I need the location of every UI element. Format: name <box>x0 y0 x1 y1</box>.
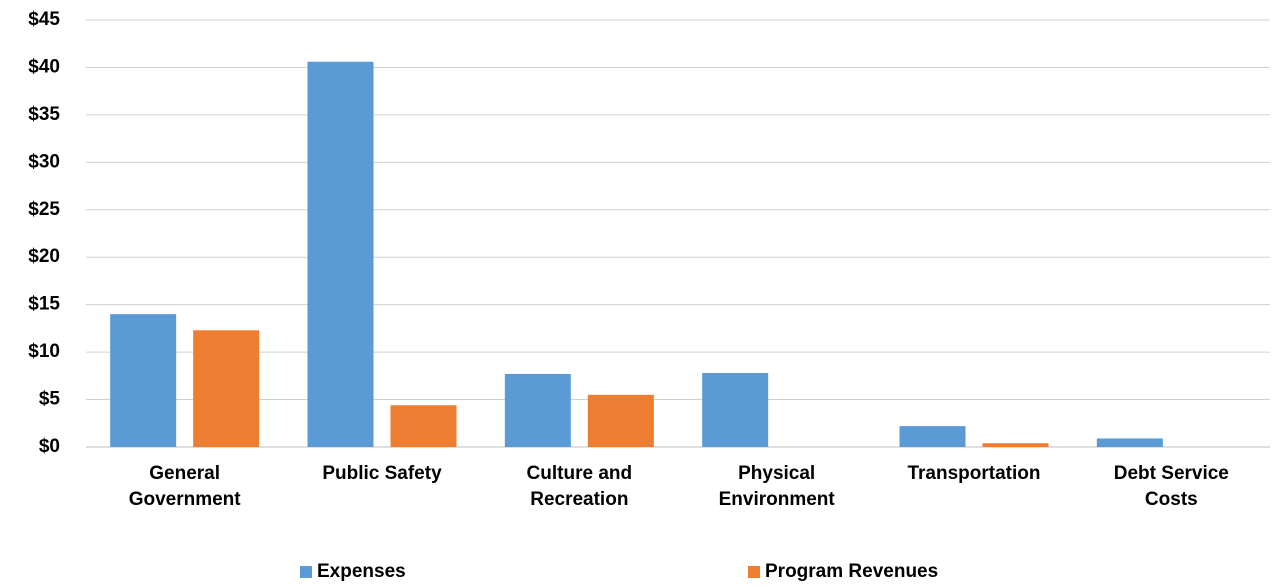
y-tick-label: $25 <box>28 199 60 220</box>
bar <box>390 405 457 447</box>
x-tick-label: General Government <box>128 463 241 510</box>
y-tick-label: $15 <box>28 294 60 315</box>
y-tick-label: $20 <box>28 246 60 267</box>
legend-label: Expenses <box>317 561 406 582</box>
legend-label: Program Revenues <box>765 561 938 582</box>
bar <box>307 61 374 448</box>
bar <box>702 372 769 447</box>
bar <box>1096 438 1163 447</box>
bar <box>982 443 1049 447</box>
bar <box>193 330 260 447</box>
y-tick-label: $30 <box>28 151 60 172</box>
y-tick-label: $5 <box>39 389 61 410</box>
y-tick-label: $35 <box>28 104 60 125</box>
bar <box>110 314 177 447</box>
y-tick-label: $45 <box>28 9 60 30</box>
y-tick-label: $40 <box>28 56 60 77</box>
y-tick-label: $0 <box>39 436 60 457</box>
bar <box>899 426 966 447</box>
x-tick-label: Culture and Recreation <box>526 463 633 510</box>
y-tick-label: $10 <box>28 341 60 362</box>
x-tick-label: Public Safety <box>322 463 442 484</box>
bar <box>587 394 654 447</box>
x-tick-label: Debt Service Costs <box>1113 463 1229 510</box>
x-tick-label: Transportation <box>907 463 1041 484</box>
legend-swatch <box>300 566 312 578</box>
legend-swatch <box>748 566 760 578</box>
x-tick-label: Physical Environment <box>718 463 835 510</box>
bar <box>504 373 571 447</box>
